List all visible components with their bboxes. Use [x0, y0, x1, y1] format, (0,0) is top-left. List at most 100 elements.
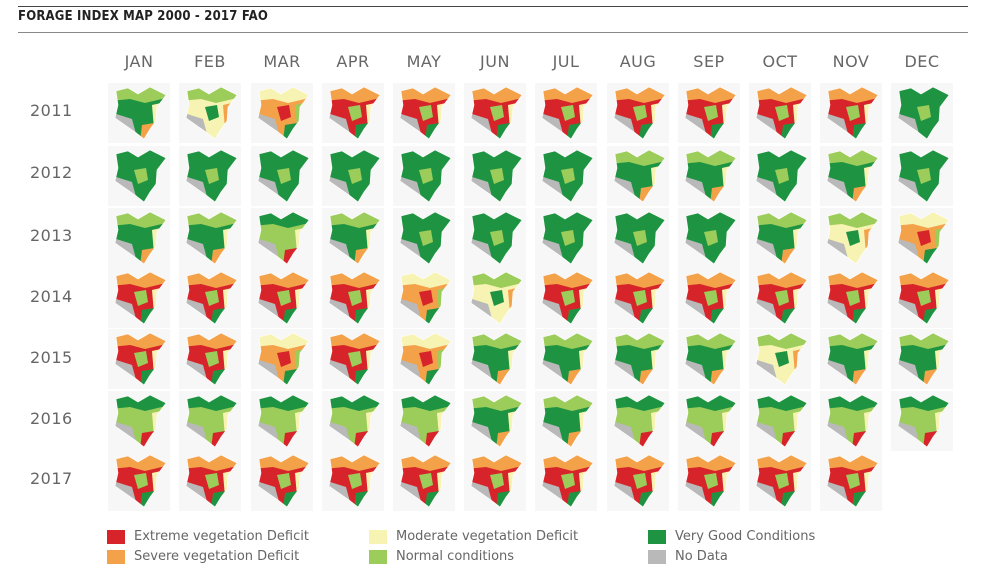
map-thumbnail [678, 329, 740, 389]
map-thumbnail [535, 451, 597, 511]
map-thumbnail [820, 329, 882, 389]
map-thumbnail [393, 329, 455, 389]
map-thumbnail [749, 391, 811, 451]
month-label: MAY [406, 52, 442, 71]
map-thumbnail [393, 391, 455, 451]
map-thumbnail [464, 329, 526, 389]
map-thumbnail [108, 329, 170, 389]
map-thumbnail [393, 268, 455, 328]
map-thumbnail [891, 146, 953, 206]
map-thumbnail [820, 83, 882, 143]
map-thumbnail [607, 329, 669, 389]
month-label: FEB [194, 52, 226, 71]
year-label: 2012 [30, 163, 73, 182]
map-thumbnail [108, 208, 170, 268]
map-thumbnail [820, 268, 882, 328]
map-thumbnail [678, 146, 740, 206]
map-thumbnail [251, 451, 313, 511]
map-thumbnail [678, 268, 740, 328]
map-thumbnail [251, 146, 313, 206]
map-thumbnail [749, 146, 811, 206]
map-thumbnail [891, 268, 953, 328]
map-thumbnail [749, 83, 811, 143]
map-thumbnail [678, 391, 740, 451]
map-thumbnail [749, 268, 811, 328]
map-thumbnail [535, 391, 597, 451]
map-thumbnail [108, 391, 170, 451]
map-thumbnail [891, 329, 953, 389]
map-thumbnail [179, 451, 241, 511]
map-thumbnail [464, 208, 526, 268]
map-thumbnail [251, 391, 313, 451]
map-thumbnail [535, 83, 597, 143]
map-thumbnail [322, 451, 384, 511]
title-rule [18, 32, 968, 33]
map-thumbnail [322, 268, 384, 328]
map-thumbnail [749, 208, 811, 268]
map-thumbnail [251, 208, 313, 268]
month-label: JUL [552, 52, 580, 71]
year-label: 2011 [30, 101, 73, 120]
map-thumbnail [749, 329, 811, 389]
map-thumbnail [891, 208, 953, 268]
map-thumbnail [251, 83, 313, 143]
year-label: 2015 [30, 348, 73, 367]
month-label: APR [336, 52, 370, 71]
map-thumbnail [322, 83, 384, 143]
map-thumbnail [535, 268, 597, 328]
top-rule [18, 6, 968, 7]
map-thumbnail [179, 146, 241, 206]
map-thumbnail [678, 451, 740, 511]
month-label: JUN [480, 52, 510, 71]
month-label: AUG [619, 52, 657, 71]
month-label: SEP [693, 52, 725, 71]
map-thumbnail [607, 146, 669, 206]
year-label: 2017 [30, 469, 73, 488]
map-thumbnail [393, 83, 455, 143]
map-thumbnail [535, 146, 597, 206]
map-thumbnail [820, 146, 882, 206]
map-thumbnail [179, 329, 241, 389]
map-thumbnail [891, 83, 953, 143]
map-thumbnail [464, 146, 526, 206]
month-label: NOV [832, 52, 870, 71]
map-thumbnail [749, 451, 811, 511]
map-thumbnail [322, 208, 384, 268]
map-thumbnail [535, 329, 597, 389]
map-thumbnail [108, 268, 170, 328]
year-label: 2016 [30, 409, 73, 428]
year-label: 2013 [30, 226, 73, 245]
map-thumbnail [108, 83, 170, 143]
map-thumbnail [393, 146, 455, 206]
month-label: DEC [904, 52, 940, 71]
map-thumbnail [179, 268, 241, 328]
map-thumbnail [108, 146, 170, 206]
month-label: JAN [124, 52, 154, 71]
map-thumbnail [820, 391, 882, 451]
map-thumbnail [820, 208, 882, 268]
map-thumbnail [678, 208, 740, 268]
month-label: OCT [762, 52, 798, 71]
page-title: FORAGE INDEX MAP 2000 - 2017 FAO [18, 9, 268, 24]
map-thumbnail [322, 146, 384, 206]
map-thumbnail [108, 451, 170, 511]
map-thumbnail [464, 451, 526, 511]
map-thumbnail [678, 83, 740, 143]
map-thumbnail [607, 451, 669, 511]
map-thumbnail [607, 391, 669, 451]
map-thumbnail [251, 329, 313, 389]
map-thumbnail [179, 83, 241, 143]
month-label: MAR [263, 52, 301, 71]
map-thumbnail [179, 208, 241, 268]
map-thumbnail [820, 451, 882, 511]
map-thumbnail [393, 451, 455, 511]
map-thumbnail [464, 83, 526, 143]
year-label: 2014 [30, 287, 73, 306]
map-thumbnail [464, 268, 526, 328]
map-thumbnail [607, 208, 669, 268]
map-thumbnail [251, 268, 313, 328]
map-thumbnail [891, 391, 953, 451]
map-thumbnail [322, 329, 384, 389]
month-header: JAN FEB MAR APR MAY JUN JUL AUG SEP OCT … [0, 52, 1000, 76]
